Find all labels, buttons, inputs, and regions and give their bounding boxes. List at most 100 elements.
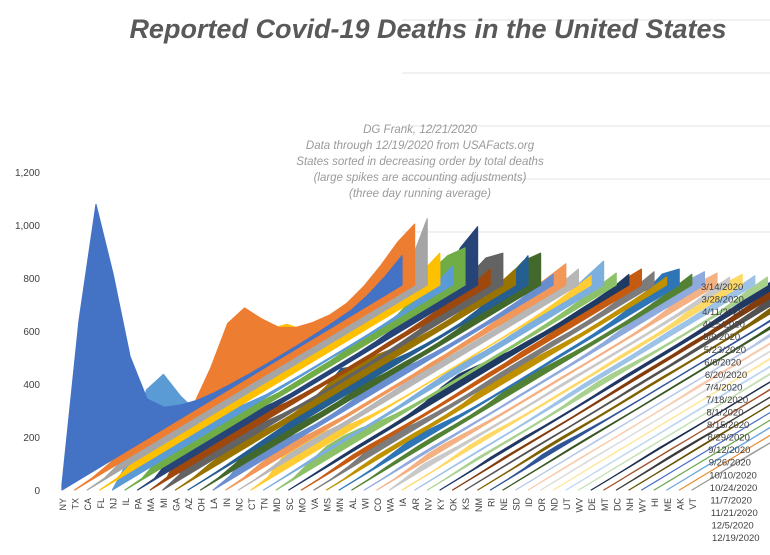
series-ribbon-vt: [691, 442, 770, 491]
date-tick-label: 9/26/2020: [709, 458, 751, 469]
state-tick-label: MS: [323, 498, 333, 512]
state-tick-label: AK: [675, 498, 685, 510]
state-tick-label: ND: [549, 498, 559, 511]
state-tick-label: DC: [612, 498, 622, 511]
series-ribbon-me: [666, 426, 770, 491]
state-tick-label: CA: [83, 498, 93, 511]
state-tick-label: HI: [650, 498, 660, 507]
series-ribbon-de: [590, 381, 770, 491]
series-ribbon-or: [540, 350, 770, 491]
state-tick-label: NC: [234, 498, 244, 511]
series-ribbon-wa: [389, 276, 731, 491]
state-tick-label: SC: [285, 498, 295, 511]
state-tick-label: IA: [398, 498, 408, 507]
state-tick-label: ID: [524, 497, 534, 507]
date-tick-label: 3/28/2020: [702, 295, 744, 306]
back-wall-gridlines: [402, 19, 770, 233]
series-ribbon-wy: [641, 411, 770, 491]
series-ribbon-id: [527, 342, 770, 491]
date-tick-label: 10/10/2020: [709, 470, 757, 481]
state-tick-label: VT: [688, 498, 698, 510]
y-tick-label: 800: [23, 274, 40, 285]
date-tick-label: 8/1/2020: [707, 408, 744, 419]
state-tick-label: WV: [575, 498, 585, 513]
series-ribbon-ny: [61, 203, 403, 491]
date-tick-label: 3/14/2020: [701, 282, 743, 293]
y-tick-label: 1,000: [15, 221, 40, 232]
date-tick-label: 7/4/2020: [705, 382, 742, 393]
state-tick-label: NV: [423, 498, 433, 511]
state-tick-label: ME: [663, 498, 673, 512]
state-tick-label: FL: [96, 498, 106, 509]
state-tick-label: RI: [486, 498, 496, 507]
chart-annotation: DG Frank, 12/21/2020 Data through 12/19/…: [296, 124, 544, 200]
series-ribbon-mt: [603, 388, 770, 491]
state-tick-label: VA: [310, 498, 320, 509]
series-ribbon-nh: [628, 404, 770, 491]
series-ribbon-dc: [615, 396, 770, 491]
date-tick-label: 11/7/2020: [710, 495, 752, 506]
state-tick-label: OH: [197, 498, 207, 512]
series-ribbon-sc: [288, 273, 630, 491]
series-ribbon-nd: [552, 357, 770, 491]
series-ribbon-ut: [565, 365, 770, 491]
state-tick-label: UT: [562, 498, 572, 510]
state-tick-label: IN: [222, 498, 232, 507]
date-tick-label: 11/21/2020: [711, 508, 758, 519]
state-tick-label: NM: [474, 498, 484, 512]
chart-title: Reported Covid-19 Deaths in the United S…: [129, 14, 726, 44]
y-tick-label: 400: [23, 380, 40, 391]
annotation-spikes: (large spikes are accounting adjustments…: [314, 172, 527, 184]
state-tick-label: NJ: [108, 498, 118, 509]
y-tick-label: 200: [23, 433, 40, 444]
state-tick-label: IL: [121, 498, 131, 506]
series-ribbon-nm: [477, 307, 770, 491]
state-tick-label: TX: [71, 498, 81, 510]
series-ribbon-sd: [515, 333, 770, 491]
state-tick-label: AR: [411, 498, 421, 511]
annotation-sorting: States sorted in decreasing order by tot…: [296, 156, 544, 168]
state-tick-label: GA: [171, 498, 181, 511]
state-tick-label: MO: [297, 498, 307, 513]
state-axis-tick-labels: NY TX CA FL NJ IL PA MA MI GA AZ OH LA IN NC CT TN MD SC MO…: [58, 497, 698, 512]
state-tick-label: NH: [625, 498, 635, 511]
y-axis-tick-labels: 0 200 400 600 800 1,000 1,200: [15, 168, 40, 497]
state-tick-label: MN: [335, 498, 345, 512]
date-tick-label: 8/29/2020: [708, 433, 750, 444]
state-tick-label: AZ: [184, 498, 194, 510]
state-tick-label: KS: [461, 498, 471, 510]
series-ribbon-ne: [502, 326, 770, 491]
state-tick-label: WY: [638, 498, 648, 513]
state-tick-label: PA: [134, 498, 144, 509]
series-ribbon-ak: [678, 434, 770, 491]
series-ribbon-ks: [464, 297, 770, 491]
series-ribbon-wv: [578, 372, 770, 491]
date-tick-label: 6/20/2020: [705, 370, 747, 381]
date-tick-label: 5/9/2020: [703, 332, 740, 343]
date-tick-label: 6/6/2020: [704, 357, 741, 368]
state-tick-label: MI: [159, 498, 169, 508]
state-tick-label: NY: [58, 498, 68, 511]
date-tick-label: 12/5/2020: [711, 521, 753, 532]
date-tick-label: 8/15/2020: [707, 420, 749, 431]
y-tick-label: 0: [34, 486, 40, 497]
series-ribbon-hi: [653, 419, 770, 491]
state-tick-label: OK: [449, 498, 459, 511]
state-tick-label: TN: [260, 498, 270, 510]
y-tick-label: 1,200: [15, 168, 40, 179]
state-tick-label: WI: [360, 498, 370, 509]
date-tick-label: 10/24/2020: [710, 483, 758, 494]
date-tick-label: 9/12/2020: [708, 445, 750, 456]
series-ribbon-ri: [489, 319, 770, 491]
date-tick-label: 5/23/2020: [704, 345, 746, 356]
state-tick-label: NE: [499, 498, 509, 511]
annotation-averaging: (three day running average): [349, 188, 491, 200]
state-tick-label: OR: [537, 497, 547, 511]
state-tick-label: CT: [247, 498, 257, 510]
state-tick-label: MA: [146, 498, 156, 512]
date-tick-label: 7/18/2020: [706, 395, 748, 406]
series-ribbon-al: [351, 273, 693, 491]
state-tick-label: MD: [272, 498, 282, 512]
